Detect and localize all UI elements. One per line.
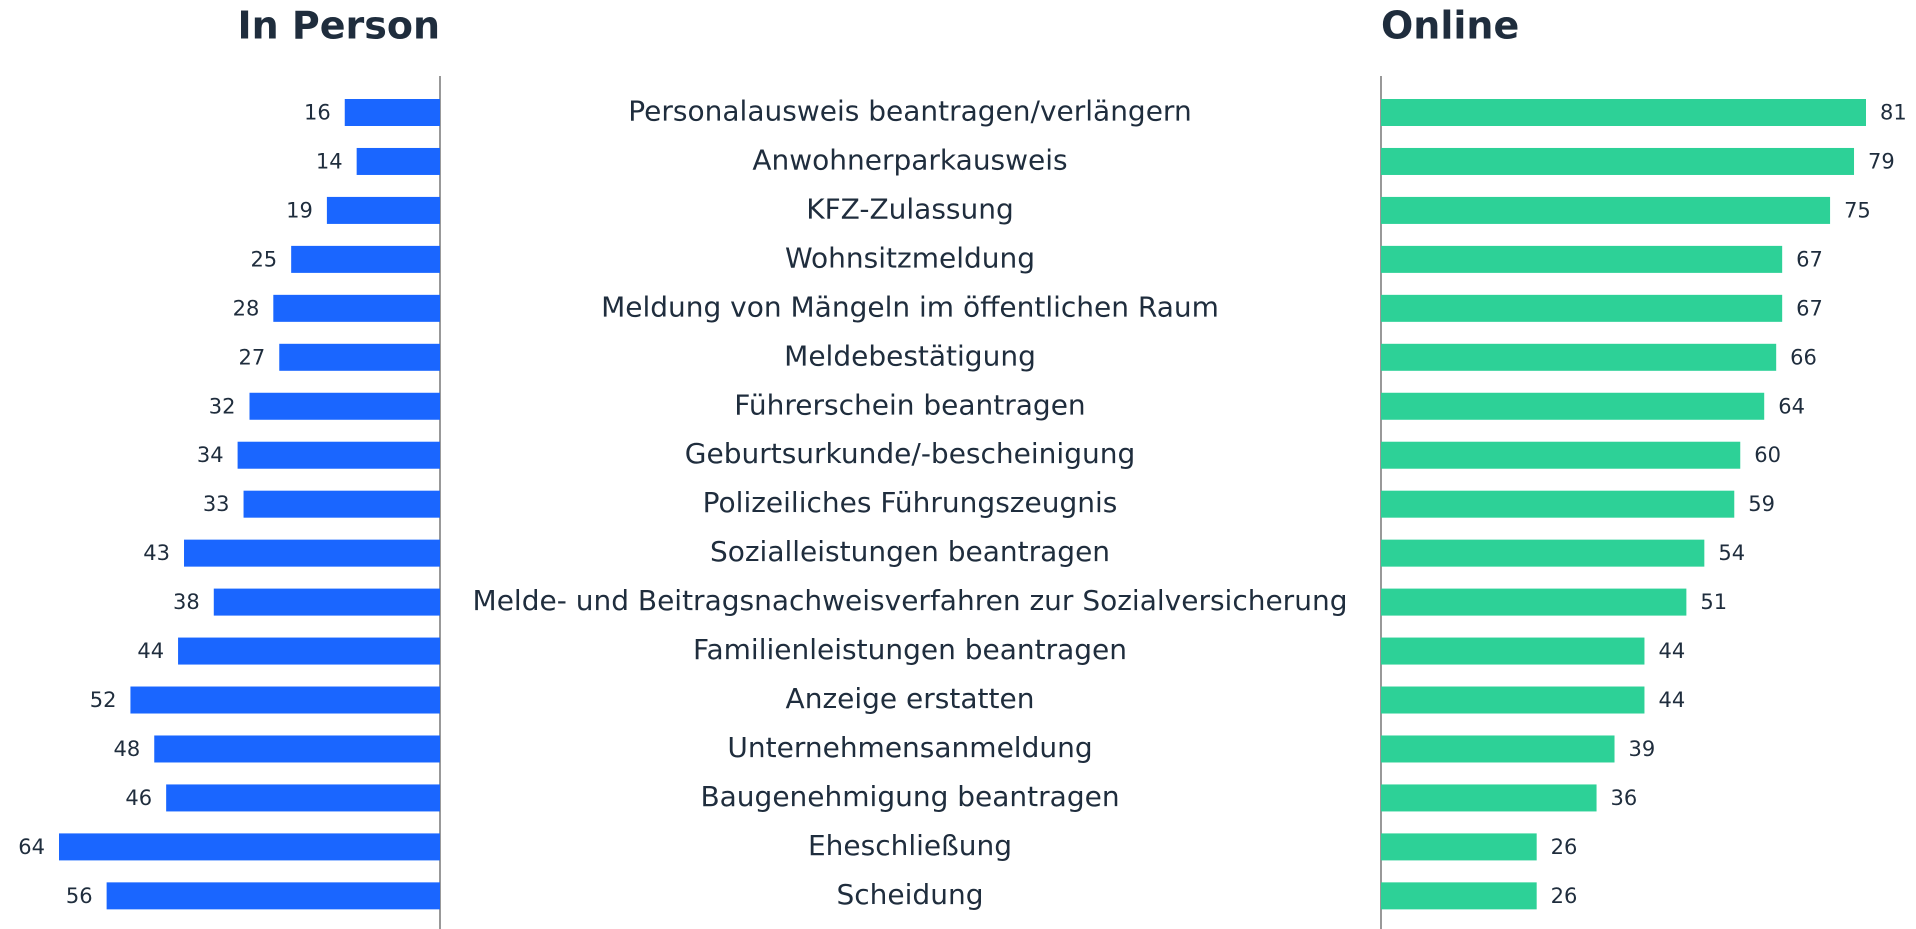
bar [249,392,440,420]
value-label: 79 [1868,149,1895,173]
value-label: 14 [316,149,343,173]
bar [1381,147,1855,175]
category-label: Führerschein beantragen [734,388,1085,421]
bar [344,99,440,126]
category-label: Anzeige erstatten [786,682,1035,715]
value-label: 67 [1796,296,1823,320]
value-label: 28 [233,296,260,320]
bar [1381,588,1687,616]
bar [1381,99,1866,126]
bar [1381,784,1597,812]
value-label: 51 [1700,590,1727,614]
category-label: Unternehmensanmeldung [727,731,1092,764]
value-label: 46 [125,786,152,810]
category-label: Anwohnerparkausweis [752,143,1067,176]
chart-title: Online [1381,4,1519,48]
bar [1381,833,1537,861]
value-label: 81 [1880,101,1907,125]
category-label: Personalausweis beantragen/verlängern [628,95,1191,128]
bar [356,147,440,175]
bar [1381,686,1645,714]
value-label: 67 [1796,247,1823,271]
bar [1381,882,1537,910]
value-label: 33 [203,492,230,516]
category-label: Scheidung [837,878,984,911]
bar [178,637,440,665]
value-label: 59 [1748,492,1775,516]
bar [59,833,440,861]
bar [184,539,440,567]
value-label: 66 [1790,345,1817,369]
bar [273,294,440,322]
value-label: 34 [197,443,224,467]
bar [1381,490,1735,518]
value-label: 44 [137,639,164,663]
category-label: Sozialleistungen beantragen [710,535,1110,568]
bar [1381,196,1831,224]
value-label: 38 [173,590,200,614]
bar [243,490,440,518]
category-label: Eheschließung [808,829,1012,862]
bar [1381,343,1777,371]
bar [1381,539,1705,567]
category-label: Geburtsurkunde/-bescheinigung [685,437,1135,470]
category-label: Meldung von Mängeln im öffentlichen Raum [601,290,1219,323]
category-label: Wohnsitzmeldung [785,241,1035,274]
category-label: Baugenehmigung beantragen [700,780,1119,813]
value-label: 26 [1551,884,1578,908]
bar [1381,245,1783,273]
value-label: 52 [90,688,117,712]
bar [130,686,440,714]
bar [1381,735,1615,763]
bar [1381,294,1783,322]
bar [1381,441,1741,469]
value-label: 39 [1629,737,1656,761]
chart-title: In Person [237,4,440,48]
value-label: 27 [239,345,266,369]
value-label: 36 [1611,786,1638,810]
value-label: 56 [66,884,93,908]
bar [106,882,440,910]
category-label: Polizeiliches Führungszeugnis [703,486,1118,519]
value-label: 48 [114,737,141,761]
bar [291,245,440,273]
value-label: 25 [250,247,277,271]
category-label: Familienleistungen beantragen [693,633,1127,666]
bar [326,196,440,224]
value-label: 75 [1844,198,1871,222]
value-label: 26 [1551,835,1578,859]
category-label: Meldebestätigung [784,339,1036,372]
bar [237,441,440,469]
bar [213,588,440,616]
bar [154,735,440,763]
value-label: 44 [1658,688,1685,712]
value-label: 32 [209,394,236,418]
value-label: 43 [143,541,170,565]
bar [166,784,440,812]
value-label: 19 [286,198,313,222]
value-label: 64 [18,835,45,859]
value-label: 60 [1754,443,1781,467]
value-label: 16 [304,101,331,125]
category-label: KFZ-Zulassung [806,192,1014,225]
bar [279,343,440,371]
bar [1381,637,1645,665]
value-label: 44 [1658,639,1685,663]
value-label: 54 [1718,541,1745,565]
bar [1381,392,1765,420]
value-label: 64 [1778,394,1805,418]
category-label: Melde- und Beitragsnachweisverfahren zur… [473,584,1348,617]
